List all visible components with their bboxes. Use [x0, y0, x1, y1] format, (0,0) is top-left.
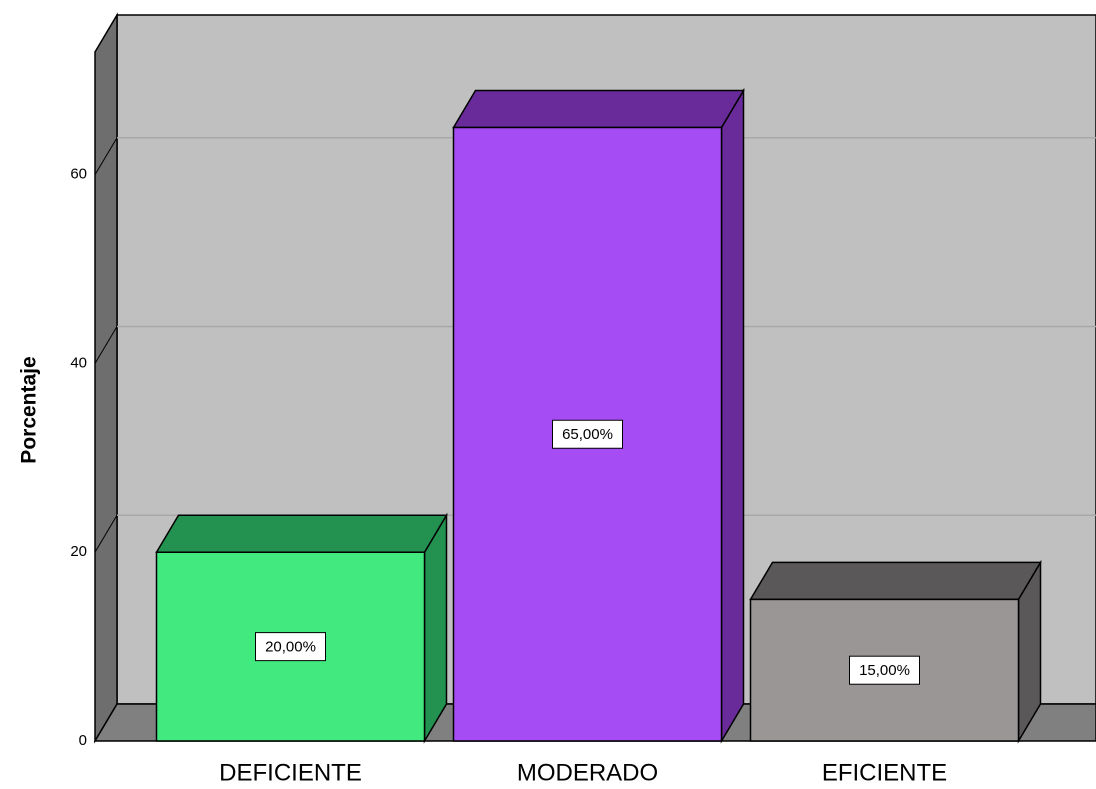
value-label-box — [552, 419, 623, 449]
bar-top — [452, 89, 745, 129]
value-label-box — [849, 655, 920, 685]
bar-side — [423, 512, 448, 744]
y-tick-label: 20 — [70, 543, 87, 560]
value-label-box — [255, 632, 326, 662]
x-tick-label: DEFICIENTE — [219, 759, 362, 786]
y-tick-label: 60 — [70, 166, 87, 183]
value-label: 65,00% — [562, 426, 613, 443]
y-tick-label: 0 — [79, 732, 87, 749]
tick-mark — [94, 514, 118, 553]
tick-mark — [94, 326, 118, 364]
bar-top — [749, 561, 1042, 601]
side-wall — [94, 12, 118, 744]
y-tick-label: 40 — [70, 354, 87, 371]
x-tick-label: EFICIENTE — [822, 759, 947, 786]
bar-side — [720, 87, 745, 744]
value-label: 20,00% — [265, 639, 316, 656]
x-tick-label: MODERADO — [517, 759, 658, 786]
y-axis-label: Porcentaje — [18, 356, 41, 463]
tick-mark — [94, 703, 118, 742]
bar-top — [155, 514, 448, 553]
value-label: 15,00% — [859, 662, 910, 679]
tick-mark — [94, 137, 118, 175]
